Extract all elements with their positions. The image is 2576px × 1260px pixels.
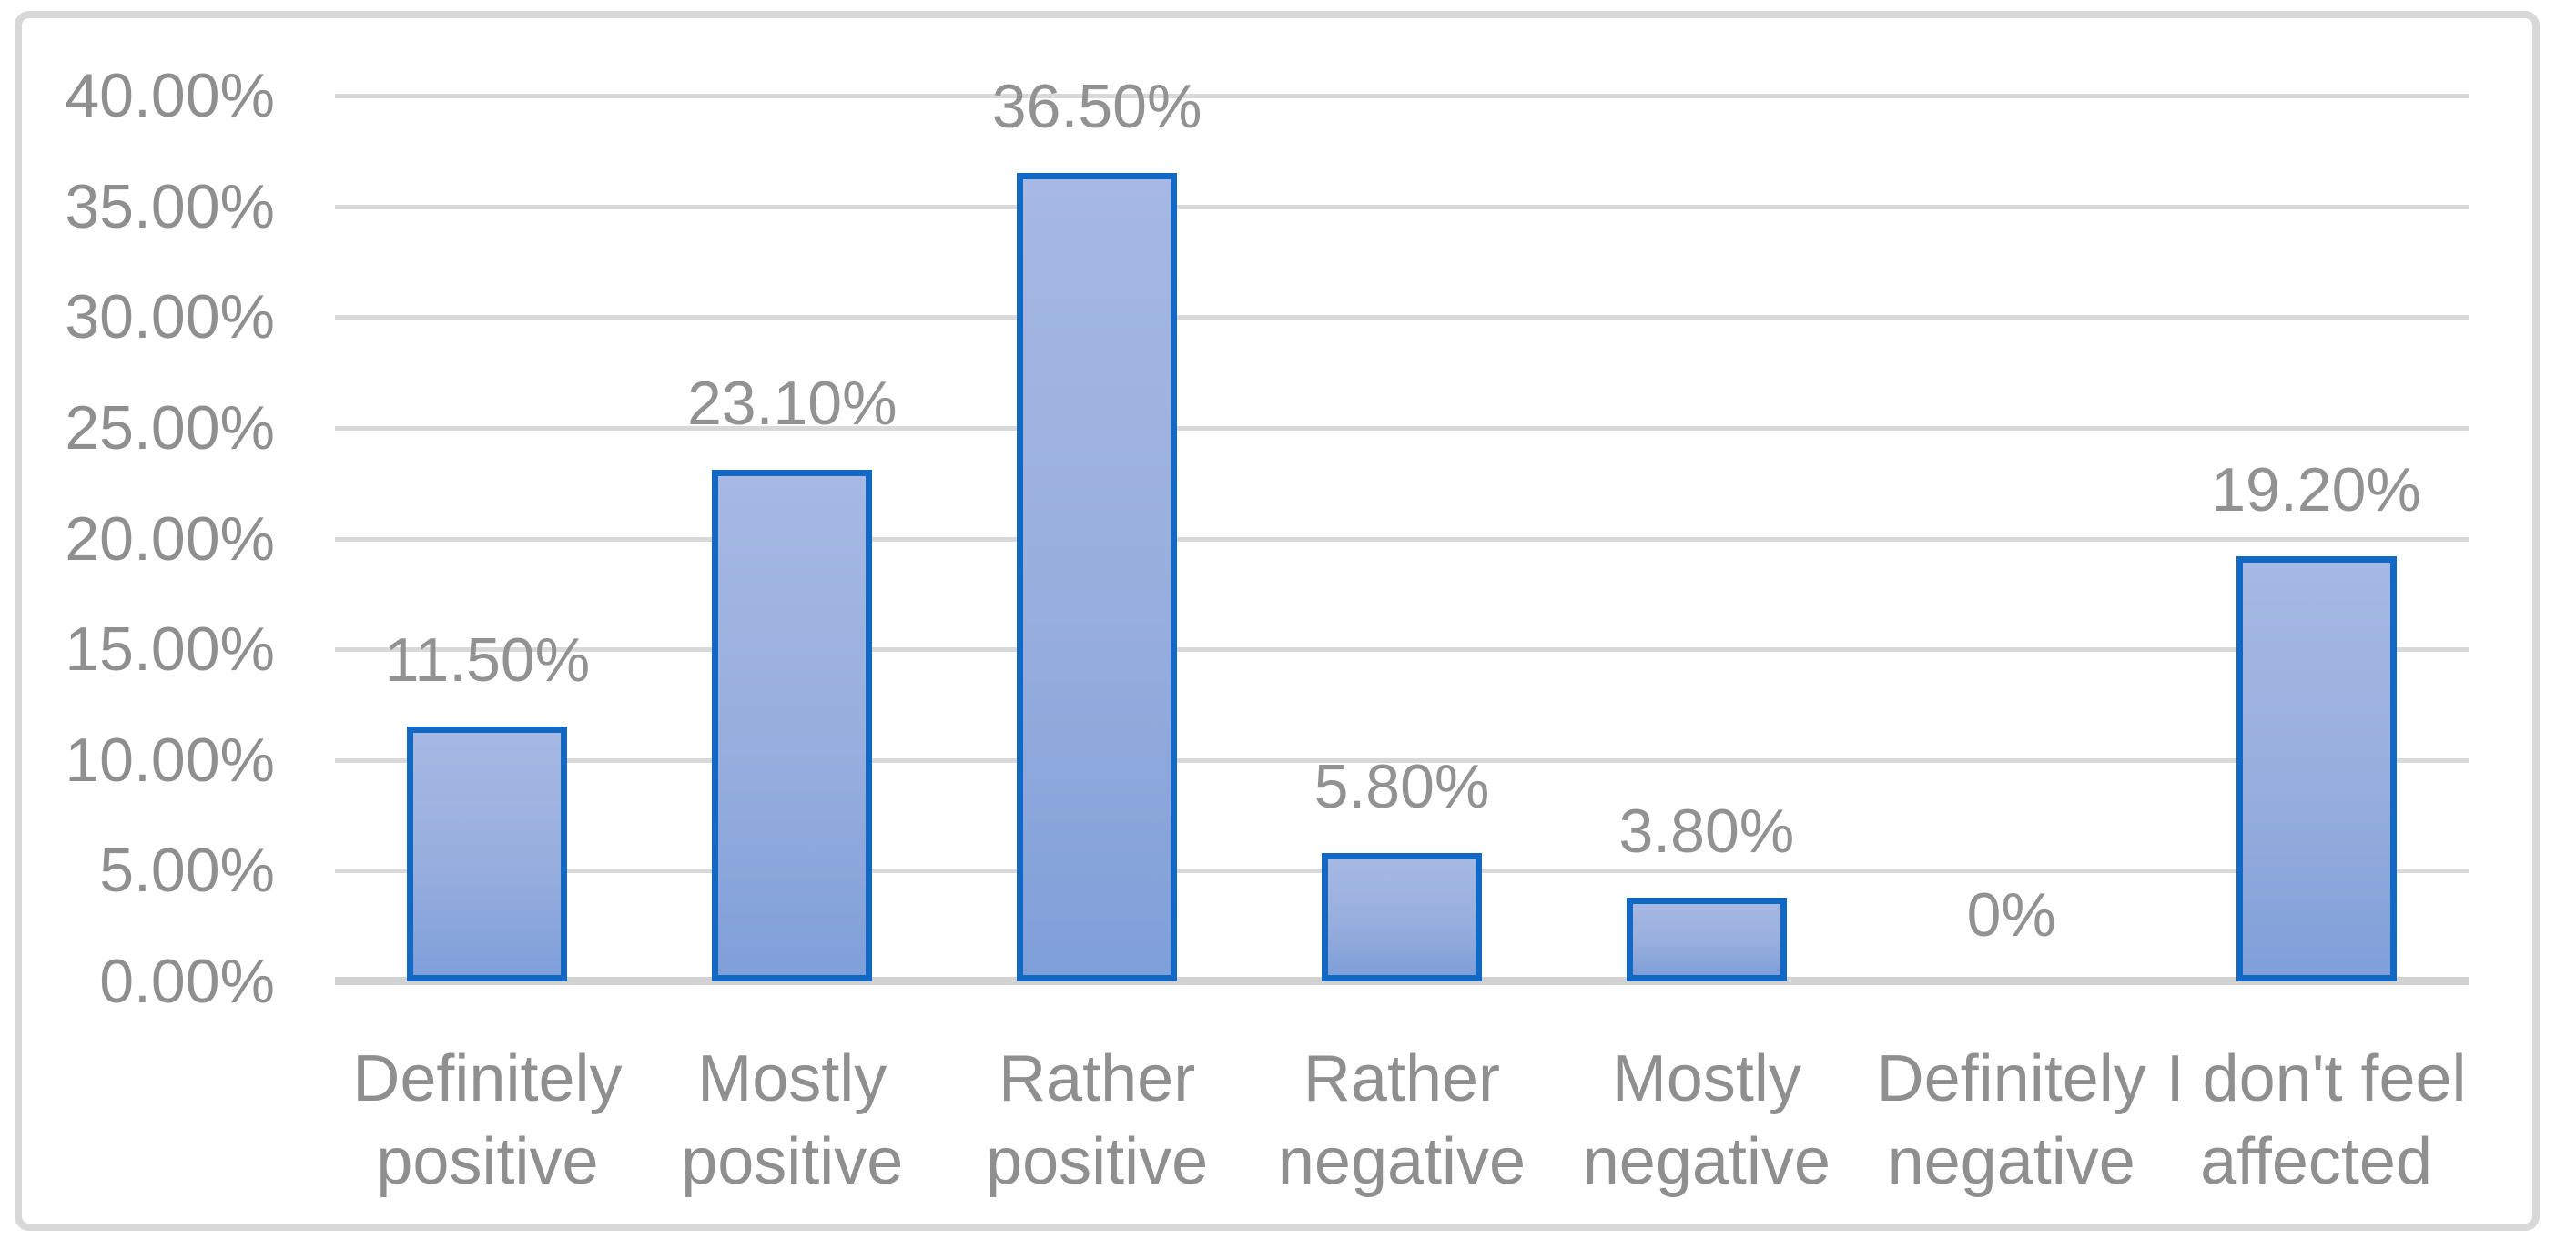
x-axis-labels: Definitely positive Mostly positive Rather po…: [335, 1038, 2469, 1220]
x-label-line: positive: [986, 1125, 1209, 1199]
x-label-line: negative: [1887, 1125, 2135, 1199]
bar-rather-negative: [1321, 852, 1482, 981]
category-cell-rather-negative: 5.80%: [1250, 96, 1555, 981]
data-label-rather-negative: 5.80%: [1313, 751, 1490, 821]
x-label-line: negative: [1582, 1125, 1831, 1199]
data-label-rather-positive: 36.50%: [991, 72, 1202, 142]
y-tick-label-20: 20.00%: [65, 503, 275, 574]
gridline-35: [335, 204, 2469, 209]
x-label-line: Mostly: [1611, 1042, 1801, 1115]
x-label-line: positive: [681, 1125, 904, 1199]
x-label-definitely-negative: Definitely negative: [1859, 1038, 2164, 1204]
data-label-mostly-negative: 3.80%: [1618, 796, 1795, 866]
category-cell-definitely-negative: 0%: [1859, 96, 2164, 981]
bar-mostly-negative: [1626, 897, 1787, 981]
y-tick-label-30: 30.00%: [65, 282, 275, 352]
gridline-25: [335, 425, 2469, 431]
x-label-definitely-positive: Definitely positive: [335, 1038, 640, 1204]
x-label-rather-positive: Rather positive: [945, 1038, 1250, 1204]
y-axis: 40.00% 35.00% 30.00% 25.00% 20.00% 15.00% 10.0…: [36, 61, 275, 1016]
gridline-10: [335, 757, 2469, 763]
bar-mostly-positive: [712, 470, 873, 981]
y-tick-label-25: 25.00%: [65, 392, 275, 462]
category-cell-i-don-t-feel-affected: 19.20%: [2164, 96, 2469, 981]
x-label-line: I don't feel: [2165, 1042, 2467, 1115]
category-cell-mostly-negative: 3.80%: [1554, 96, 1859, 981]
category-cell-rather-positive: 36.50%: [945, 73, 1250, 981]
x-label-mostly-positive: Mostly positive: [640, 1038, 945, 1204]
x-label-line: Definitely: [1876, 1042, 2146, 1115]
gridline-40: [335, 94, 2469, 98]
data-label-mostly-positive: 23.10%: [686, 369, 898, 439]
x-label-line: affected: [2200, 1125, 2432, 1199]
chart-border-frame: [15, 11, 2540, 1231]
gridline-15: [335, 647, 2469, 653]
x-label-line: Mostly: [697, 1042, 887, 1115]
y-tick-label-40: 40.00%: [65, 61, 275, 130]
x-label-line: Definitely: [352, 1042, 623, 1115]
bar-rather-positive: [1017, 173, 1178, 981]
x-label-mostly-negative: Mostly negative: [1554, 1038, 1859, 1204]
plot-area: 11.50% 23.10% 36.50% 5.80% 3.80% 0% 19.20%: [335, 73, 2469, 985]
x-label-rather-negative: Rather negative: [1250, 1038, 1555, 1204]
y-tick-label-5: 5.00%: [99, 836, 275, 906]
data-label-definitely-positive: 11.50%: [384, 625, 591, 696]
y-tick-label-35: 35.00%: [65, 171, 275, 241]
bar-definitely-positive: [407, 727, 568, 981]
y-tick-label-0: 0.00%: [99, 947, 275, 1016]
gridline-30: [335, 315, 2469, 320]
category-cell-mostly-positive: 23.10%: [640, 96, 945, 981]
x-label-line: negative: [1277, 1125, 1526, 1199]
x-label-line: Rather: [1303, 1042, 1501, 1115]
x-label-line: Rather: [999, 1042, 1196, 1115]
y-tick-label-10: 10.00%: [65, 725, 275, 795]
bar-i-don-t-feel-affected: [2236, 555, 2397, 981]
x-label-i-don-t-feel-affected: I don't feel affected: [2164, 1038, 2469, 1204]
category-cell-definitely-positive: 11.50%: [335, 96, 640, 981]
x-label-line: positive: [376, 1125, 599, 1199]
gridline-20: [335, 536, 2469, 542]
data-label-definitely-negative: 0%: [1966, 880, 2056, 950]
data-label-i-don-t-feel-affected: 19.20%: [2211, 454, 2421, 524]
y-tick-label-15: 15.00%: [65, 615, 275, 685]
